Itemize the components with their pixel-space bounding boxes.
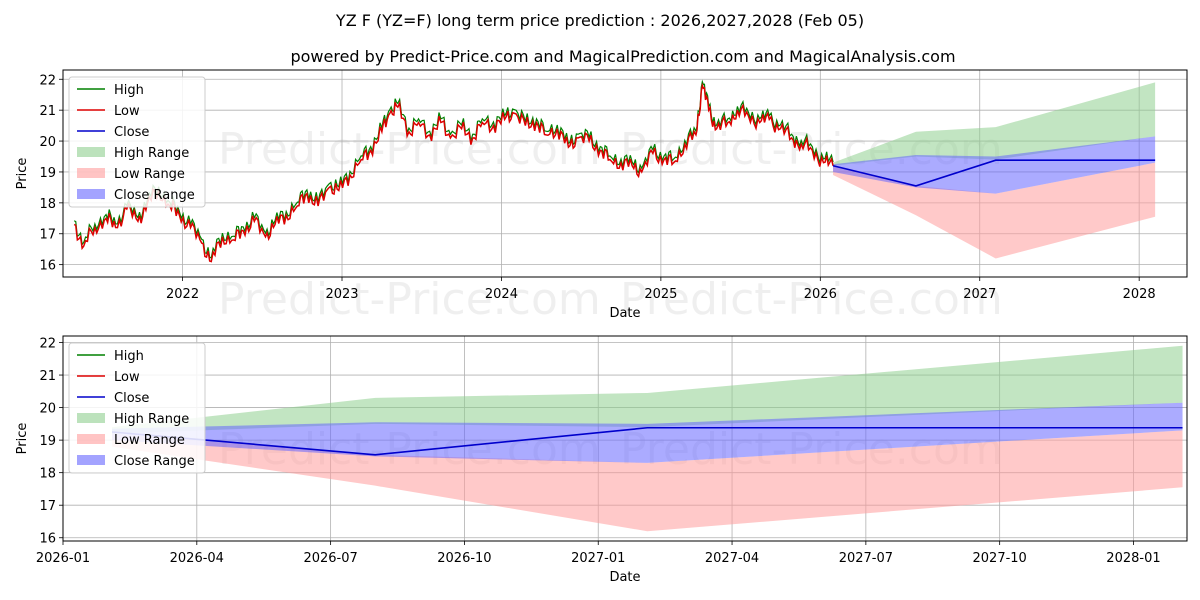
y-tick-label: 18 bbox=[39, 197, 56, 212]
y-tick-label: 16 bbox=[39, 259, 56, 274]
chart-title: YZ F (YZ=F) long term price prediction :… bbox=[335, 11, 864, 30]
close-forecast-line bbox=[832, 159, 1156, 187]
y-tick-label: 19 bbox=[39, 166, 56, 181]
legend-label: High Range bbox=[114, 412, 189, 427]
x-tick-label: 2026-01 bbox=[36, 551, 90, 566]
y-tick-label: 17 bbox=[39, 228, 56, 243]
legend-label: High Range bbox=[114, 146, 189, 161]
x-tick-label: 2026-10 bbox=[437, 551, 491, 566]
plot-frame bbox=[62, 335, 1188, 542]
y-axis-label: Price bbox=[15, 423, 30, 455]
legend-swatch bbox=[77, 147, 105, 157]
y-tick-label: 21 bbox=[39, 104, 56, 119]
x-axis-label: Date bbox=[609, 570, 640, 585]
x-tick-label: 2024 bbox=[485, 287, 518, 302]
x-tick-label: 2028-01 bbox=[1106, 551, 1160, 566]
x-tick-label: 2027-10 bbox=[973, 551, 1027, 566]
legend-label: High bbox=[114, 349, 144, 364]
y-tick-label: 19 bbox=[39, 434, 56, 449]
close-range-band bbox=[112, 402, 1183, 463]
y-tick-label: 21 bbox=[39, 369, 56, 384]
high-range-band bbox=[112, 345, 1183, 434]
watermark: Predict-Price.com bbox=[620, 274, 1003, 325]
x-tick-label: 2023 bbox=[325, 287, 358, 302]
y-tick-label: 17 bbox=[39, 499, 56, 514]
legend-swatch bbox=[77, 455, 105, 465]
x-tick-label: 2028 bbox=[1123, 287, 1156, 302]
x-tick-label: 2022 bbox=[166, 287, 199, 302]
x-tick-label: 2027-01 bbox=[571, 551, 625, 566]
chart-subtitle: powered by Predict-Price.com and Magical… bbox=[290, 47, 955, 66]
y-tick-label: 22 bbox=[39, 337, 56, 352]
legend-label: Low bbox=[114, 104, 140, 119]
y-tick-label: 20 bbox=[39, 402, 56, 417]
close-forecast-line bbox=[111, 426, 1183, 456]
long-term-chart: Predict-Price.com Predict-Price.com Pred… bbox=[15, 69, 1188, 325]
x-tick-label: 2025 bbox=[644, 287, 677, 302]
x-tick-label: 2027-04 bbox=[705, 551, 759, 566]
y-tick-label: 18 bbox=[39, 467, 56, 482]
x-tick-label: 2026-07 bbox=[303, 551, 357, 566]
watermark: Predict-Price.com bbox=[218, 274, 601, 325]
legend-label: Close Range bbox=[114, 454, 195, 469]
y-axis-label: Price bbox=[15, 158, 30, 190]
forecast-detail-chart: Predict-Price.com Predict-Price.com 2026… bbox=[15, 335, 1188, 585]
low-line bbox=[73, 82, 834, 263]
legend-swatch bbox=[77, 434, 105, 444]
high-range-band bbox=[833, 82, 1156, 166]
x-tick-label: 2026-04 bbox=[170, 551, 224, 566]
plot-frame bbox=[62, 69, 1188, 278]
x-axis-label: Date bbox=[609, 306, 640, 321]
legend-label: Close bbox=[114, 391, 149, 406]
legend-swatch bbox=[77, 168, 105, 178]
legend-swatch bbox=[77, 413, 105, 423]
y-tick-label: 16 bbox=[39, 532, 56, 547]
legend-label: Low bbox=[114, 370, 140, 385]
x-tick-label: 2027 bbox=[963, 287, 996, 302]
y-tick-label: 20 bbox=[39, 135, 56, 150]
legend-label: Low Range bbox=[114, 167, 185, 182]
legend-label: Close bbox=[114, 125, 149, 140]
legend-swatch bbox=[77, 189, 105, 199]
legend-label: Close Range bbox=[114, 188, 195, 203]
legend-label: High bbox=[114, 83, 144, 98]
legend-label: Low Range bbox=[114, 433, 185, 448]
close-range-band bbox=[833, 136, 1156, 194]
x-tick-label: 2026 bbox=[804, 287, 837, 302]
y-tick-label: 22 bbox=[39, 73, 56, 88]
x-tick-label: 2027-07 bbox=[839, 551, 893, 566]
